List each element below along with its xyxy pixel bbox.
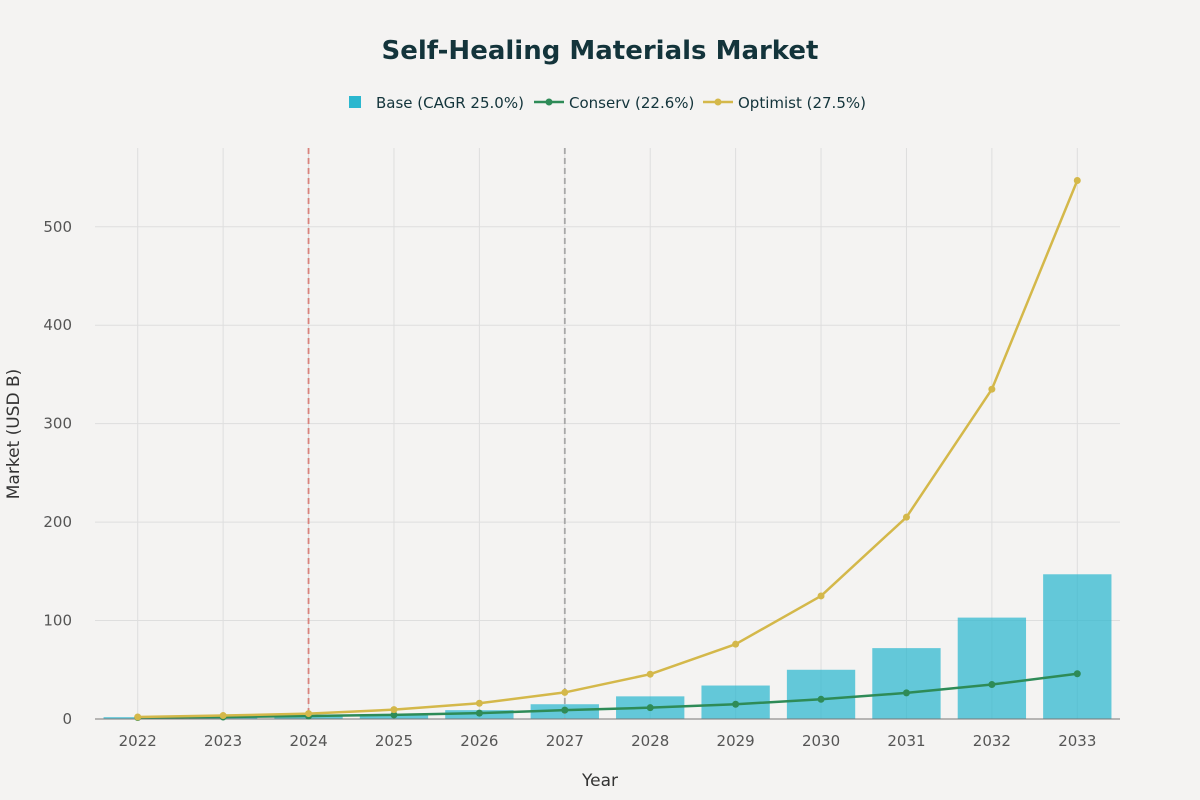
legend-swatch-base xyxy=(349,96,361,108)
point-conserv-2028[interactable] xyxy=(646,704,654,712)
bar-2033[interactable] xyxy=(1043,574,1112,719)
x-tick-label-2022: 2022 xyxy=(119,732,157,750)
bar-2030[interactable] xyxy=(786,669,856,719)
point-conserv-2025[interactable] xyxy=(390,711,398,719)
x-axis-title: Year xyxy=(581,771,618,791)
x-tick-label-2030: 2030 xyxy=(802,732,840,750)
point-optimist-2023[interactable] xyxy=(219,712,227,720)
line-conserv[interactable] xyxy=(137,672,1078,719)
legend-item-conserv[interactable]: Conserv (22.6%) xyxy=(534,94,694,112)
y-tick-label-100: 100 xyxy=(43,612,72,630)
bar-2032[interactable] xyxy=(957,617,1027,719)
point-optimist-2030[interactable] xyxy=(817,592,825,600)
point-optimist-2026[interactable] xyxy=(475,699,483,707)
point-optimist-2028[interactable] xyxy=(646,670,654,678)
point-conserv-2033[interactable] xyxy=(1073,670,1081,678)
point-optimist-2031[interactable] xyxy=(902,513,910,521)
point-optimist-2024[interactable] xyxy=(305,710,313,718)
x-tick-label-2028: 2028 xyxy=(631,732,669,750)
legend-marker-conserv xyxy=(545,98,553,106)
x-tick-label-2024: 2024 xyxy=(289,732,327,750)
x-tick-label-2023: 2023 xyxy=(204,732,242,750)
point-optimist-2032[interactable] xyxy=(988,385,996,393)
point-optimist-2025[interactable] xyxy=(390,706,398,714)
point-conserv-2032[interactable] xyxy=(988,681,996,689)
legend-label-optimist: Optimist (27.5%) xyxy=(738,94,866,112)
point-conserv-2027[interactable] xyxy=(561,706,569,714)
line-optimist[interactable] xyxy=(137,180,1079,719)
x-tick-label-2027: 2027 xyxy=(546,732,584,750)
y-axis-title: Market (USD B) xyxy=(4,369,24,500)
x-tick-label-2026: 2026 xyxy=(460,732,498,750)
point-optimist-2027[interactable] xyxy=(561,688,569,696)
point-optimist-2029[interactable] xyxy=(732,640,740,648)
bar-2031[interactable] xyxy=(872,648,941,719)
x-tick-label-2025: 2025 xyxy=(375,732,413,750)
legend-item-optimist[interactable]: Optimist (27.5%) xyxy=(703,94,866,112)
x-tick-label-2032: 2032 xyxy=(973,732,1011,750)
y-tick-label-0: 0 xyxy=(62,710,72,728)
legend-label-conserv: Conserv (22.6%) xyxy=(569,94,694,112)
y-tick-label-400: 400 xyxy=(43,316,72,334)
point-conserv-2029[interactable] xyxy=(732,700,740,708)
legend-item-base[interactable]: Base (CAGR 25.0%) xyxy=(349,94,524,112)
x-tick-label-2029: 2029 xyxy=(717,732,755,750)
chart-title: Self-Healing Materials Market xyxy=(382,36,819,66)
point-conserv-2031[interactable] xyxy=(902,689,910,697)
legend: Base (CAGR 25.0%) Conserv (22.6%) Optimi… xyxy=(349,94,866,112)
point-conserv-2026[interactable] xyxy=(475,709,483,717)
point-optimist-2022[interactable] xyxy=(134,713,142,721)
point-optimist-2033[interactable] xyxy=(1073,176,1081,184)
y-tick-label-500: 500 xyxy=(43,218,72,236)
x-tick-label-2033: 2033 xyxy=(1058,732,1096,750)
legend-label-base: Base (CAGR 25.0%) xyxy=(376,94,524,112)
x-tick-label-2031: 2031 xyxy=(887,732,925,750)
point-conserv-2030[interactable] xyxy=(817,695,825,703)
y-tick-label-300: 300 xyxy=(43,415,72,433)
y-tick-label-200: 200 xyxy=(43,513,72,531)
legend-marker-optimist xyxy=(714,98,722,106)
plot-area: 0 100 200 300 400 500 2022 2023 2024 2025 2026 2027… xyxy=(43,148,1120,750)
